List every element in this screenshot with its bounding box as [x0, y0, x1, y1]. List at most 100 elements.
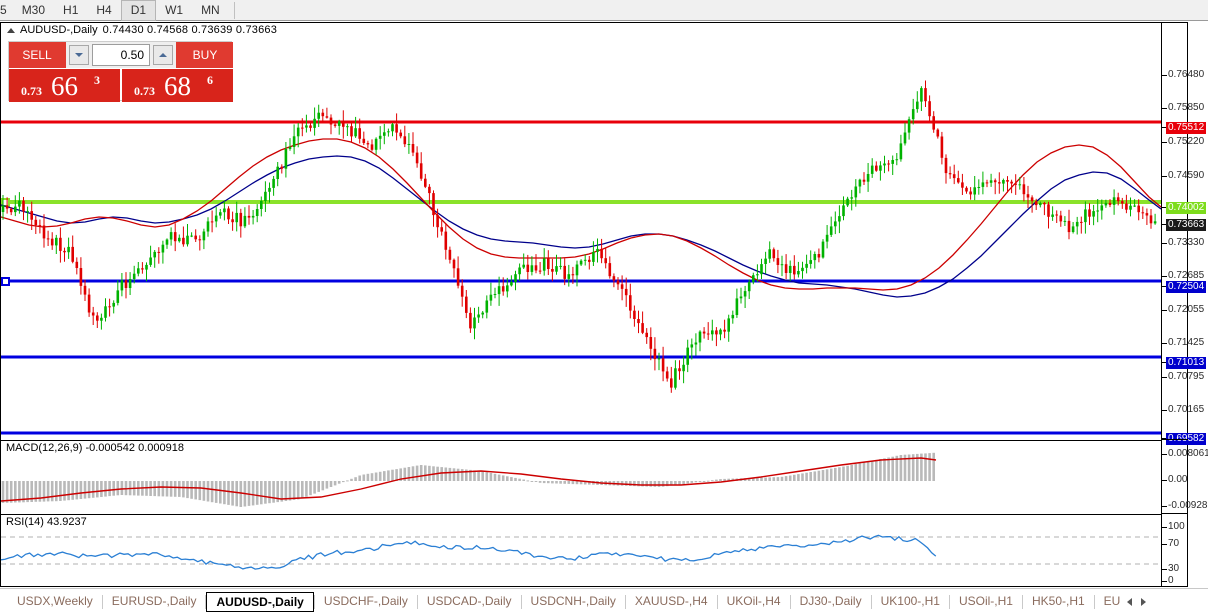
- price-tick: [1162, 75, 1167, 76]
- buy-button[interactable]: BUY: [177, 42, 233, 68]
- price-label-green: 0.74002: [1166, 202, 1207, 214]
- tab-divider: [789, 594, 791, 609]
- volume-input[interactable]: 0.50: [92, 44, 150, 66]
- one-click-trading-panel: SELL 0.50 BUY 0.73 66 3: [8, 41, 233, 102]
- rsi-indicator-window: RSI(14) 43.9237: [1, 514, 1187, 586]
- indicator-scale-label: -0.009288: [1168, 500, 1208, 511]
- timeframe-w1[interactable]: W1: [165, 2, 184, 17]
- tab-divider: [101, 594, 103, 609]
- indicator-tick: [1162, 544, 1167, 545]
- macd-plot[interactable]: [1, 441, 1161, 510]
- indicator-scale-label: 0.008061: [1168, 448, 1208, 459]
- chart-tab-bar: USDX,Weekly EURUSD-,Daily AUDUSD-,Daily USD…: [0, 588, 1208, 614]
- indicator-tick: [1162, 527, 1167, 528]
- price-label-plain: 0.75850: [1168, 102, 1205, 113]
- chart-tab-xauusd-h4[interactable]: XAUUSD-,H4: [634, 593, 708, 608]
- macd-svg: [1, 452, 937, 507]
- chart-ohlc-label: 0.74430 0.74568 0.73639 0.73663: [102, 24, 278, 36]
- ma-blue-line: [1, 155, 1161, 298]
- tab-divider: [716, 594, 718, 609]
- candlestick-series: [1, 80, 1157, 393]
- price-scale[interactable]: 0.76480 0.75850 0.75512 0.75220 0.74590 0.740…: [1161, 23, 1208, 586]
- tabs-scroll-right-button[interactable]: [1136, 592, 1150, 612]
- timeframe-toolbar: 5 M30 H1 H4 D1 W1 MN: [0, 0, 1208, 21]
- chevron-down-icon: [75, 53, 83, 57]
- chart-tab-hk50-h1[interactable]: HK50-,H1: [1031, 593, 1085, 608]
- volume-decrement-button[interactable]: [69, 45, 89, 65]
- tabs-scroll-left-button[interactable]: [1122, 592, 1136, 612]
- trade-panel-prices: 0.73 66 3 0.73 68 6: [9, 68, 233, 102]
- price-label-plain: 0.75220: [1168, 136, 1205, 147]
- timeframe-m30[interactable]: M30: [21, 2, 46, 17]
- timeframe-d1[interactable]: D1: [120, 0, 157, 21]
- chart-tab-usdcad-daily[interactable]: USDCAD-,Daily: [426, 593, 512, 608]
- indicator-scale-label: 0.00: [1168, 474, 1188, 485]
- chart-tab-usoil-h1[interactable]: USOil-,H1: [958, 593, 1013, 608]
- tab-divider: [416, 594, 418, 609]
- price-tick: [1162, 224, 1167, 225]
- indicator-scale-label: 0: [1168, 575, 1174, 586]
- chart-tab-dj30-daily[interactable]: DJ30-,Daily: [799, 593, 862, 608]
- arrow-right-icon: [1140, 597, 1146, 606]
- rsi-svg: [1, 534, 1161, 570]
- buy-price-display[interactable]: 0.73 68 6: [122, 68, 233, 102]
- indicator-tick: [1162, 569, 1167, 570]
- chart-tab-uk100-h1[interactable]: UK100-,H1: [880, 593, 940, 608]
- price-tick: [1162, 410, 1167, 411]
- chart-tab-usdcnh-daily[interactable]: USDCNH-,Daily: [530, 593, 616, 608]
- scale-divider-rsi: [1162, 513, 1188, 514]
- timeframe-h1[interactable]: H1: [63, 2, 79, 17]
- toolbar-divider: [233, 1, 235, 19]
- price-tick: [1162, 276, 1167, 277]
- price-tick: [1162, 243, 1167, 244]
- timeframe-h4[interactable]: H4: [96, 2, 112, 17]
- price-label-plain: 0.70165: [1168, 404, 1205, 415]
- rsi-plot[interactable]: [1, 515, 1161, 579]
- indicator-scale-label: 30: [1168, 563, 1180, 574]
- price-tick: [1162, 207, 1167, 208]
- sell-price-big: 66: [51, 71, 78, 101]
- price-chart-plot[interactable]: [1, 37, 1161, 439]
- price-tick: [1162, 127, 1167, 128]
- indicator-tick: [1162, 454, 1167, 455]
- price-label-plain: 0.72055: [1168, 304, 1205, 315]
- price-label-plain: 0.70795: [1168, 371, 1205, 382]
- expand-triangle-icon[interactable]: [7, 27, 15, 33]
- chart-symbol-label: AUDUSD-,Daily: [20, 24, 98, 36]
- tab-divider: [624, 594, 626, 609]
- price-label-plain: 0.72685: [1168, 270, 1205, 281]
- timeframe-m15[interactable]: 5: [0, 2, 7, 17]
- price-tick: [1162, 438, 1167, 439]
- price-tick: [1162, 286, 1167, 287]
- indicator-scale-label: 100: [1168, 521, 1185, 532]
- chart-tab-eurusd-daily[interactable]: EURUSD-,Daily: [111, 593, 197, 608]
- chart-tab-usdchf-daily[interactable]: USDCHF-,Daily: [323, 593, 408, 608]
- chart-tab-usdx-weekly[interactable]: USDX,Weekly: [17, 593, 93, 608]
- price-tick: [1162, 377, 1167, 378]
- price-tick: [1162, 310, 1167, 311]
- chart-tab-ukoil-h4[interactable]: UKOil-,H4: [726, 593, 781, 608]
- sell-button[interactable]: SELL: [9, 42, 65, 68]
- chart-tab-eu[interactable]: EU: [1103, 593, 1121, 608]
- price-label-plain: 0.71425: [1168, 337, 1205, 348]
- timeframe-mn[interactable]: MN: [201, 2, 220, 17]
- chevron-up-icon: [159, 53, 167, 57]
- price-label-black: 0.73663: [1166, 219, 1207, 231]
- chart-tab-audusd-daily[interactable]: AUDUSD-,Daily: [206, 591, 314, 612]
- macd-label: MACD(12,26,9) -0.000542 0.000918: [6, 442, 184, 454]
- volume-control: 0.50: [65, 42, 177, 68]
- price-tick: [1162, 176, 1167, 177]
- volume-increment-button[interactable]: [153, 45, 173, 65]
- sell-price-display[interactable]: 0.73 66 3: [9, 68, 120, 102]
- indicator-tick: [1162, 480, 1167, 481]
- chart-title-bar: AUDUSD-,Daily 0.74430 0.74568 0.73639 0.…: [1, 23, 277, 37]
- tab-divider: [948, 594, 950, 609]
- tab-divider: [313, 594, 315, 609]
- sell-price-fraction: 3: [94, 73, 100, 87]
- indicator-tick: [1162, 506, 1167, 507]
- tab-divider: [205, 594, 207, 609]
- price-label-blue: 0.72504: [1166, 281, 1207, 293]
- tab-divider: [1093, 594, 1095, 609]
- tab-divider: [1021, 594, 1023, 609]
